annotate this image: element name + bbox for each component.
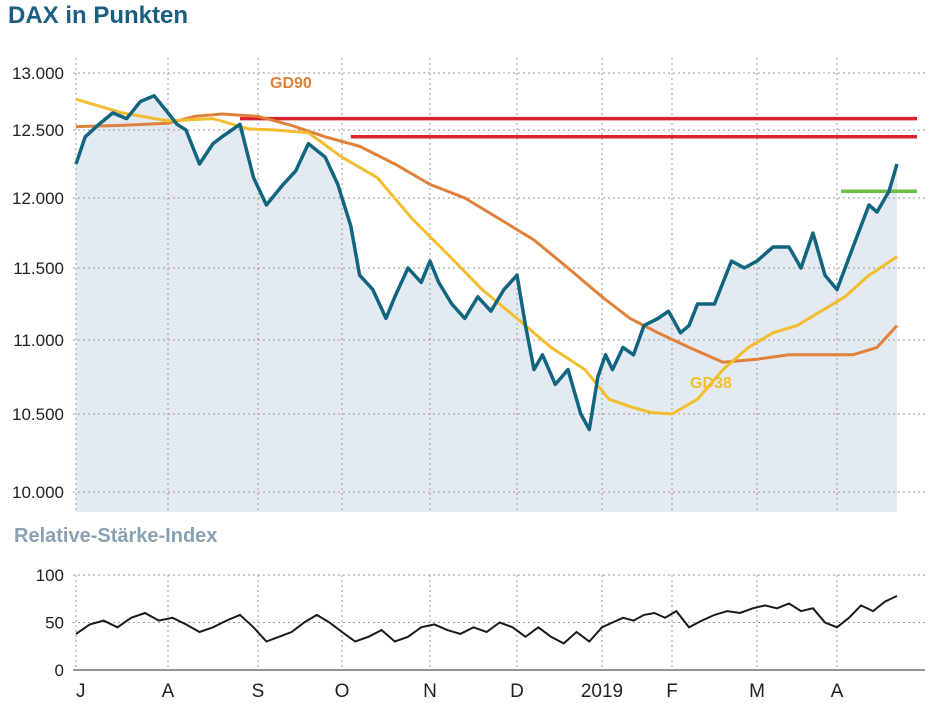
gd38-line <box>75 97 898 416</box>
x-tick-label: 2019 <box>581 681 623 702</box>
rsi-line <box>75 594 898 645</box>
main-y-tick-label: 11.000 <box>13 331 64 350</box>
chart-title: DAX in Punkten <box>8 2 189 29</box>
rsi-y-axis: 100 50 0 <box>36 566 64 680</box>
dax-line <box>74 94 899 432</box>
main-y-tick-label: 12.500 <box>12 121 64 140</box>
x-tick-label: A <box>831 681 844 702</box>
dax-area-fill <box>76 95 897 513</box>
x-tick-label: F <box>666 681 678 702</box>
x-tick-label: O <box>335 681 350 702</box>
x-tick-label: N <box>423 681 437 702</box>
x-tick-label: S <box>252 681 265 702</box>
rsi-y-tick-label: 0 <box>55 661 64 680</box>
gd90-label: GD90 <box>270 75 312 92</box>
gd90-line <box>75 112 899 364</box>
x-axis-months: J A S O N D 2019 F M A <box>76 681 844 702</box>
gd38-label: GD38 <box>690 375 732 392</box>
main-y-tick-label: 10.000 <box>12 483 64 502</box>
main-y-tick-label: 12.000 <box>12 189 64 208</box>
rsi-panel: 100 50 0 <box>36 566 925 680</box>
x-tick-label: M <box>749 681 765 702</box>
rsi-y-tick-label: 50 <box>45 614 64 633</box>
rsi-y-tick-label: 100 <box>36 566 64 585</box>
x-tick-label: A <box>162 681 175 702</box>
dax-panel: 13.000 12.500 12.000 11.500 11.000 10.500 10.0… <box>12 58 925 513</box>
main-y-axis: 13.000 12.500 12.000 11.500 11.000 10.500 10.0… <box>12 64 64 502</box>
main-y-tick-label: 13.000 <box>12 64 64 83</box>
horizontal-levels <box>240 116 917 193</box>
rsi-title: Relative-Stärke-Index <box>14 525 218 547</box>
main-y-tick-label: 10.500 <box>12 405 64 424</box>
x-tick-label: J <box>76 681 86 702</box>
main-y-tick-label: 11.500 <box>13 259 64 278</box>
x-tick-label: D <box>510 681 524 702</box>
